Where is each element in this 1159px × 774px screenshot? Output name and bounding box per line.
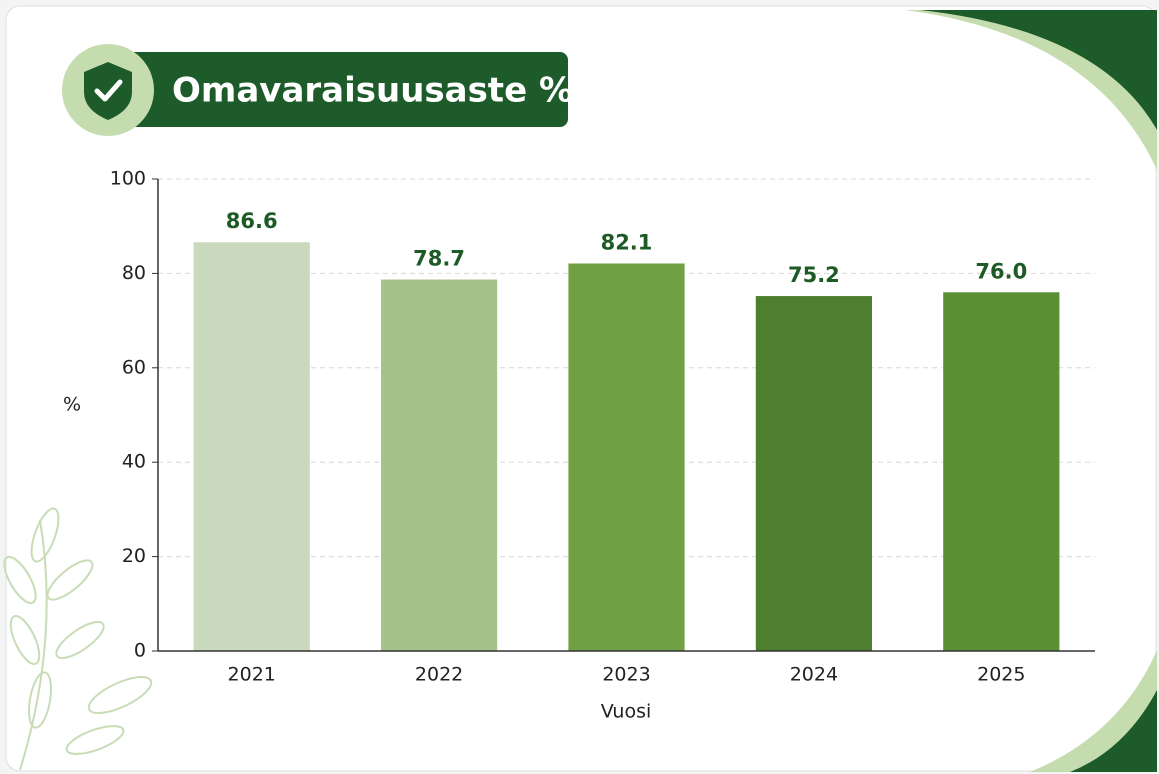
chart-title: Omavaraisuusaste % (172, 71, 573, 111)
x-axis-label: Vuosi (601, 701, 652, 723)
title-banner (120, 52, 568, 127)
y-tick-label: 20 (122, 545, 146, 567)
y-tick-label: 60 (122, 356, 146, 378)
bar (943, 292, 1060, 651)
value-label: 78.7 (413, 247, 465, 271)
y-tick-label: 40 (122, 451, 146, 473)
x-tick-label: 2025 (977, 664, 1025, 686)
value-label: 75.2 (788, 263, 840, 287)
x-tick-label: 2023 (602, 664, 650, 686)
y-tick-label: 0 (134, 640, 146, 662)
leaf-decoration (3, 507, 153, 771)
y-axis-label: % (63, 394, 81, 416)
y-tick-label: 80 (122, 262, 146, 284)
bar (193, 242, 310, 652)
value-label: 86.6 (226, 209, 278, 233)
bar (568, 263, 685, 651)
shield-icon (84, 62, 132, 120)
value-label: 82.1 (601, 230, 653, 254)
bar (381, 279, 498, 651)
corner-shape (1070, 690, 1157, 772)
x-tick-label: 2021 (228, 664, 276, 686)
x-tick-label: 2024 (790, 664, 838, 686)
x-tick-label: 2022 (415, 664, 463, 686)
bar (755, 296, 872, 651)
corner-shape (920, 10, 1157, 130)
check-icon (94, 79, 123, 102)
value-label: 76.0 (975, 259, 1027, 283)
y-tick-label: 100 (110, 168, 146, 190)
